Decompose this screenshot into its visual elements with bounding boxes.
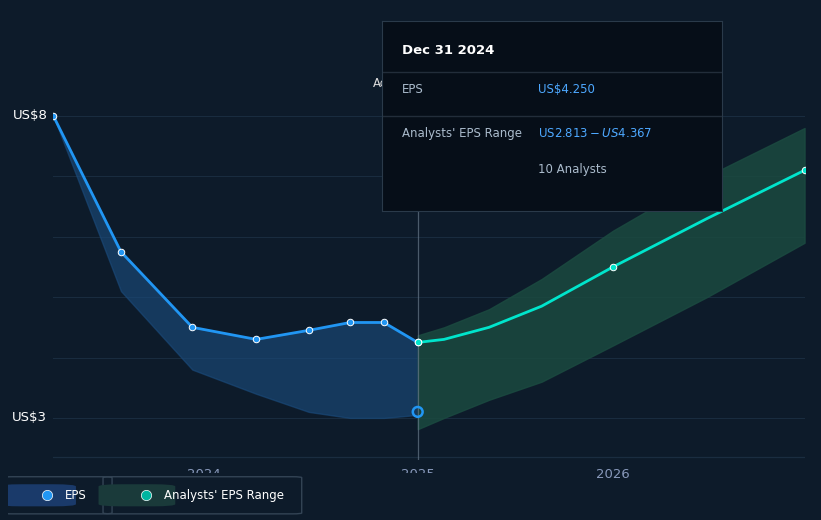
Text: US$8: US$8 — [12, 109, 48, 122]
Text: 2025: 2025 — [401, 468, 434, 481]
Point — [343, 318, 356, 327]
FancyBboxPatch shape — [99, 484, 176, 506]
Point — [47, 112, 60, 120]
Point — [411, 339, 424, 347]
Text: US$3: US$3 — [12, 411, 48, 424]
Text: EPS: EPS — [65, 489, 86, 502]
Point — [250, 335, 263, 344]
FancyBboxPatch shape — [0, 484, 76, 506]
Text: 2026: 2026 — [596, 468, 630, 481]
Point — [114, 248, 127, 256]
Text: Analysts' EPS Range: Analysts' EPS Range — [402, 127, 522, 140]
Point — [40, 491, 53, 499]
Text: Analysts' EPS Range: Analysts' EPS Range — [164, 489, 284, 502]
Text: US$2.813 - US$4.367: US$2.813 - US$4.367 — [539, 127, 653, 140]
Point — [411, 339, 424, 347]
Text: Analysts Forecasts: Analysts Forecasts — [425, 76, 535, 89]
Point — [798, 166, 811, 174]
Text: Dec 31 2024: Dec 31 2024 — [402, 44, 494, 57]
Point — [607, 263, 620, 271]
Text: 10 Analysts: 10 Analysts — [539, 163, 608, 176]
Point — [378, 318, 391, 327]
Point — [186, 323, 199, 331]
Point — [140, 491, 153, 499]
Text: US$4.250: US$4.250 — [539, 83, 595, 96]
Text: 2024: 2024 — [186, 468, 221, 481]
Text: EPS: EPS — [402, 83, 424, 96]
Point — [411, 408, 424, 416]
Point — [302, 326, 315, 334]
Text: Actual: Actual — [374, 76, 410, 89]
